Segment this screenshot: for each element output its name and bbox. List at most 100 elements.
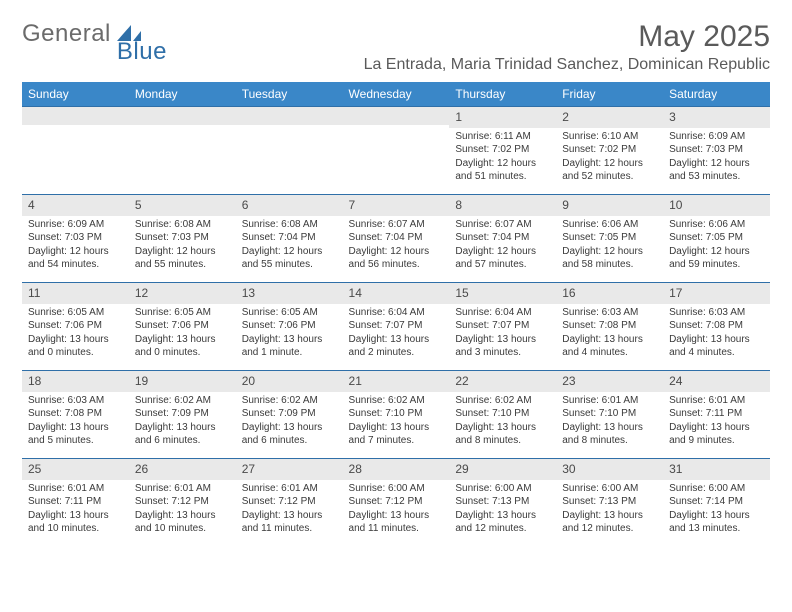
daylight-text: Daylight: 13 hours and 0 minutes. xyxy=(28,333,123,360)
daylight-text: Daylight: 12 hours and 58 minutes. xyxy=(562,245,657,272)
weekday-header: Sunday xyxy=(22,82,129,107)
sunrise-text: Sunrise: 6:00 AM xyxy=(562,482,657,496)
day-details: Sunrise: 6:09 AMSunset: 7:03 PMDaylight:… xyxy=(22,216,129,276)
day-details: Sunrise: 6:01 AMSunset: 7:12 PMDaylight:… xyxy=(129,480,236,540)
day-number: 12 xyxy=(129,283,236,304)
calendar-day-cell: 20Sunrise: 6:02 AMSunset: 7:09 PMDayligh… xyxy=(236,371,343,459)
day-details: Sunrise: 6:05 AMSunset: 7:06 PMDaylight:… xyxy=(236,304,343,364)
day-details: Sunrise: 6:04 AMSunset: 7:07 PMDaylight:… xyxy=(449,304,556,364)
day-details: Sunrise: 6:05 AMSunset: 7:06 PMDaylight:… xyxy=(22,304,129,364)
day-number: 27 xyxy=(236,459,343,480)
day-number: 8 xyxy=(449,195,556,216)
page-title: May 2025 xyxy=(638,20,770,54)
day-number: 20 xyxy=(236,371,343,392)
sunset-text: Sunset: 7:02 PM xyxy=(455,143,550,157)
daylight-text: Daylight: 13 hours and 10 minutes. xyxy=(135,509,230,536)
day-number: 22 xyxy=(449,371,556,392)
day-details: Sunrise: 6:01 AMSunset: 7:11 PMDaylight:… xyxy=(22,480,129,540)
sunset-text: Sunset: 7:10 PM xyxy=(349,407,444,421)
sunset-text: Sunset: 7:11 PM xyxy=(669,407,764,421)
day-number: 31 xyxy=(663,459,770,480)
daylight-text: Daylight: 13 hours and 12 minutes. xyxy=(455,509,550,536)
sunset-text: Sunset: 7:12 PM xyxy=(242,495,337,509)
day-details: Sunrise: 6:02 AMSunset: 7:10 PMDaylight:… xyxy=(343,392,450,452)
day-details: Sunrise: 6:03 AMSunset: 7:08 PMDaylight:… xyxy=(663,304,770,364)
day-number: 10 xyxy=(663,195,770,216)
daylight-text: Daylight: 13 hours and 3 minutes. xyxy=(455,333,550,360)
day-details: Sunrise: 6:08 AMSunset: 7:04 PMDaylight:… xyxy=(236,216,343,276)
sunrise-text: Sunrise: 6:08 AM xyxy=(242,218,337,232)
weekday-header: Tuesday xyxy=(236,82,343,107)
sunset-text: Sunset: 7:12 PM xyxy=(135,495,230,509)
day-number: 19 xyxy=(129,371,236,392)
calendar-day-cell: 22Sunrise: 6:02 AMSunset: 7:10 PMDayligh… xyxy=(449,371,556,459)
sunrise-text: Sunrise: 6:01 AM xyxy=(562,394,657,408)
day-details: Sunrise: 6:00 AMSunset: 7:13 PMDaylight:… xyxy=(556,480,663,540)
calendar-week-row: 18Sunrise: 6:03 AMSunset: 7:08 PMDayligh… xyxy=(22,371,770,459)
day-number: 1 xyxy=(449,107,556,128)
calendar-week-row: 25Sunrise: 6:01 AMSunset: 7:11 PMDayligh… xyxy=(22,459,770,547)
day-details: Sunrise: 6:02 AMSunset: 7:09 PMDaylight:… xyxy=(236,392,343,452)
day-details: Sunrise: 6:02 AMSunset: 7:09 PMDaylight:… xyxy=(129,392,236,452)
sunrise-text: Sunrise: 6:01 AM xyxy=(242,482,337,496)
day-number: 11 xyxy=(22,283,129,304)
sunrise-text: Sunrise: 6:05 AM xyxy=(28,306,123,320)
daylight-text: Daylight: 13 hours and 4 minutes. xyxy=(562,333,657,360)
day-number: 6 xyxy=(236,195,343,216)
daylight-text: Daylight: 12 hours and 55 minutes. xyxy=(242,245,337,272)
daylight-text: Daylight: 12 hours and 59 minutes. xyxy=(669,245,764,272)
day-number: 13 xyxy=(236,283,343,304)
calendar-day-cell: 26Sunrise: 6:01 AMSunset: 7:12 PMDayligh… xyxy=(129,459,236,547)
calendar-day-cell xyxy=(129,107,236,195)
day-number: 14 xyxy=(343,283,450,304)
day-number: 4 xyxy=(22,195,129,216)
empty-daynum xyxy=(343,107,450,125)
calendar-day-cell: 21Sunrise: 6:02 AMSunset: 7:10 PMDayligh… xyxy=(343,371,450,459)
day-details: Sunrise: 6:03 AMSunset: 7:08 PMDaylight:… xyxy=(22,392,129,452)
sunset-text: Sunset: 7:13 PM xyxy=(455,495,550,509)
day-number: 23 xyxy=(556,371,663,392)
sunset-text: Sunset: 7:06 PM xyxy=(135,319,230,333)
weekday-header: Monday xyxy=(129,82,236,107)
day-details: Sunrise: 6:01 AMSunset: 7:12 PMDaylight:… xyxy=(236,480,343,540)
sunset-text: Sunset: 7:03 PM xyxy=(135,231,230,245)
sunset-text: Sunset: 7:10 PM xyxy=(455,407,550,421)
daylight-text: Daylight: 13 hours and 11 minutes. xyxy=(349,509,444,536)
sunset-text: Sunset: 7:06 PM xyxy=(242,319,337,333)
calendar-day-cell: 13Sunrise: 6:05 AMSunset: 7:06 PMDayligh… xyxy=(236,283,343,371)
daylight-text: Daylight: 12 hours and 52 minutes. xyxy=(562,157,657,184)
calendar-day-cell: 6Sunrise: 6:08 AMSunset: 7:04 PMDaylight… xyxy=(236,195,343,283)
sunrise-text: Sunrise: 6:00 AM xyxy=(349,482,444,496)
daylight-text: Daylight: 12 hours and 53 minutes. xyxy=(669,157,764,184)
sunrise-text: Sunrise: 6:00 AM xyxy=(455,482,550,496)
calendar-week-row: 1Sunrise: 6:11 AMSunset: 7:02 PMDaylight… xyxy=(22,107,770,195)
daylight-text: Daylight: 13 hours and 6 minutes. xyxy=(242,421,337,448)
brand-part2: Blue xyxy=(117,38,167,66)
day-details: Sunrise: 6:07 AMSunset: 7:04 PMDaylight:… xyxy=(449,216,556,276)
daylight-text: Daylight: 13 hours and 6 minutes. xyxy=(135,421,230,448)
sunset-text: Sunset: 7:08 PM xyxy=(669,319,764,333)
daylight-text: Daylight: 13 hours and 1 minute. xyxy=(242,333,337,360)
calendar-day-cell: 17Sunrise: 6:03 AMSunset: 7:08 PMDayligh… xyxy=(663,283,770,371)
day-number: 16 xyxy=(556,283,663,304)
sunset-text: Sunset: 7:02 PM xyxy=(562,143,657,157)
sunrise-text: Sunrise: 6:02 AM xyxy=(349,394,444,408)
calendar-day-cell: 28Sunrise: 6:00 AMSunset: 7:12 PMDayligh… xyxy=(343,459,450,547)
day-details: Sunrise: 6:00 AMSunset: 7:12 PMDaylight:… xyxy=(343,480,450,540)
day-number: 15 xyxy=(449,283,556,304)
sunrise-text: Sunrise: 6:02 AM xyxy=(242,394,337,408)
daylight-text: Daylight: 13 hours and 9 minutes. xyxy=(669,421,764,448)
sunrise-text: Sunrise: 6:04 AM xyxy=(455,306,550,320)
calendar-day-cell: 11Sunrise: 6:05 AMSunset: 7:06 PMDayligh… xyxy=(22,283,129,371)
daylight-text: Daylight: 13 hours and 11 minutes. xyxy=(242,509,337,536)
brand-logo: General Blue xyxy=(22,20,167,48)
day-details: Sunrise: 6:00 AMSunset: 7:14 PMDaylight:… xyxy=(663,480,770,540)
sunrise-text: Sunrise: 6:07 AM xyxy=(349,218,444,232)
weekday-header: Saturday xyxy=(663,82,770,107)
empty-daynum xyxy=(236,107,343,125)
day-number: 26 xyxy=(129,459,236,480)
sunset-text: Sunset: 7:05 PM xyxy=(669,231,764,245)
header-row: General Blue May 2025 xyxy=(22,20,770,54)
day-details: Sunrise: 6:07 AMSunset: 7:04 PMDaylight:… xyxy=(343,216,450,276)
day-details: Sunrise: 6:08 AMSunset: 7:03 PMDaylight:… xyxy=(129,216,236,276)
